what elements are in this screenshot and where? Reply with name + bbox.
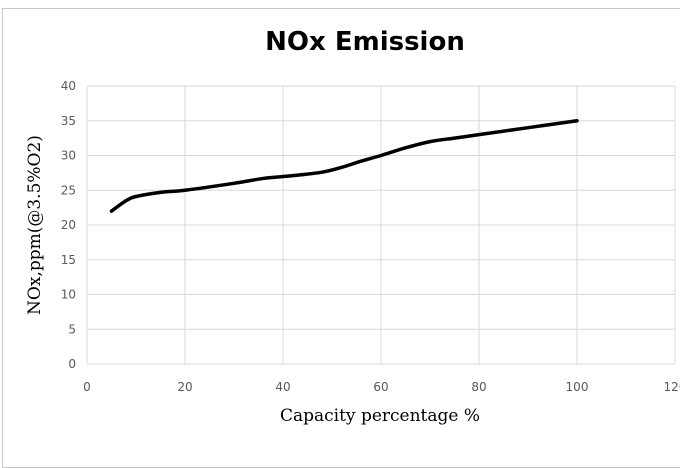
y-tick-label: 20 bbox=[61, 218, 76, 232]
y-tick-label: 35 bbox=[61, 114, 76, 128]
data-point bbox=[453, 136, 456, 140]
data-point bbox=[404, 146, 407, 150]
data-point bbox=[110, 209, 113, 213]
x-tick-label: 60 bbox=[373, 380, 388, 394]
data-point bbox=[428, 140, 432, 143]
x-tick-label: 100 bbox=[566, 380, 589, 394]
data-point bbox=[360, 159, 363, 163]
chart-title: NOx Emission bbox=[265, 27, 465, 57]
chart-frame bbox=[2, 8, 680, 468]
y-tick-label: 0 bbox=[68, 357, 76, 371]
data-point bbox=[477, 133, 481, 136]
y-tick-label: 30 bbox=[61, 149, 76, 163]
x-tick-label: 40 bbox=[275, 380, 290, 394]
data-point bbox=[232, 182, 236, 185]
gridlines bbox=[86, 85, 676, 365]
data-point bbox=[526, 126, 530, 129]
y-tick-label: 10 bbox=[61, 288, 76, 302]
y-axis-title: NOx,ppm(@3.5%O2) bbox=[25, 135, 45, 315]
data-point bbox=[321, 170, 324, 174]
x-axis-ticks: 0 20 40 60 80 100 120 bbox=[83, 380, 680, 394]
data-point bbox=[291, 174, 294, 177]
x-tick-label: 20 bbox=[177, 380, 192, 394]
x-tick-label: 0 bbox=[83, 380, 91, 394]
y-tick-label: 15 bbox=[61, 253, 76, 267]
x-tick-label: 80 bbox=[471, 380, 486, 394]
data-point bbox=[159, 191, 162, 194]
data-point bbox=[125, 199, 128, 202]
y-tick-label: 25 bbox=[61, 183, 76, 197]
x-tick-label: 120 bbox=[664, 380, 680, 394]
data-point bbox=[575, 119, 579, 122]
nox-emission-chart: NOx Emission 0 20 40 60 80 100 120 0 5 10 15 20 25 3… bbox=[25, 27, 680, 426]
series-layer bbox=[109, 119, 579, 213]
x-axis-title: Capacity percentage % bbox=[280, 406, 480, 426]
data-point bbox=[134, 195, 138, 198]
data-point bbox=[183, 189, 187, 192]
series-line-0 bbox=[109, 119, 579, 213]
data-point bbox=[379, 154, 383, 157]
y-tick-label: 40 bbox=[61, 79, 76, 93]
y-tick-label: 5 bbox=[68, 322, 76, 336]
data-point bbox=[262, 177, 265, 180]
data-point bbox=[340, 166, 343, 169]
y-axis-ticks: 0 5 10 15 20 25 30 35 40 bbox=[61, 79, 76, 371]
